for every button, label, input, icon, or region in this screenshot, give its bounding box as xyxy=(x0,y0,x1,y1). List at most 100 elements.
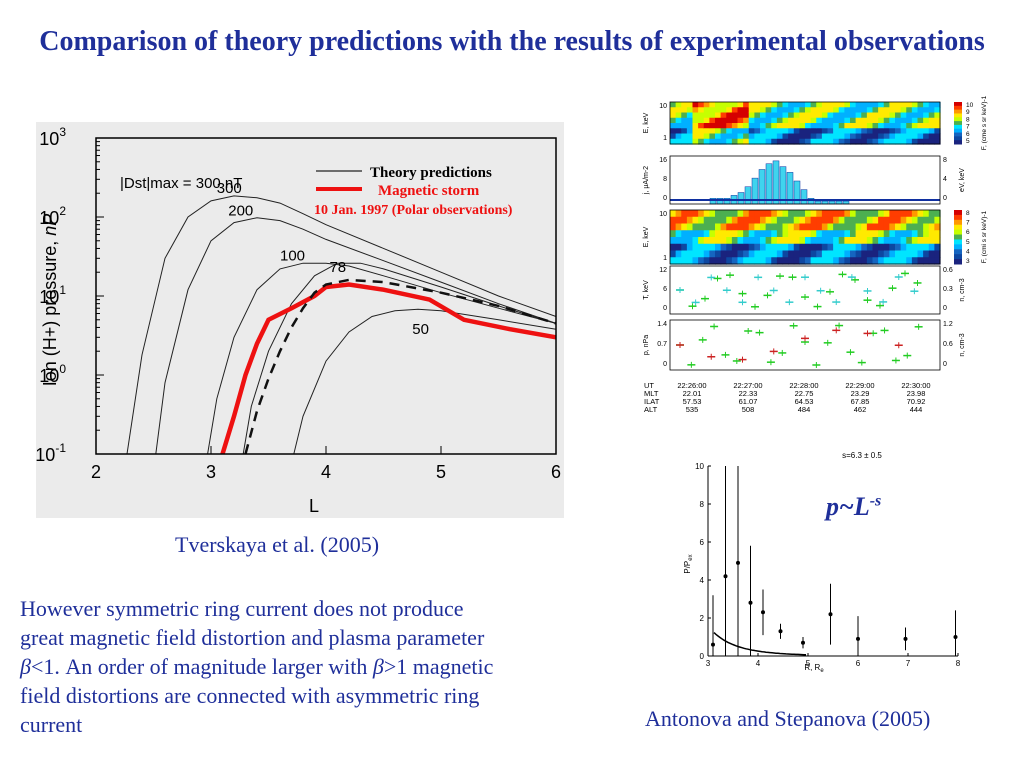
spectrogram-cell xyxy=(844,102,851,108)
spectrogram-cell xyxy=(681,117,688,124)
pressure-fit-svg: s=6.3 ± 0.5 3 4 5 6 7 8 0 2 4 6 8 10 R, Re P/Pex xyxy=(683,451,961,674)
spectrogram-cell xyxy=(883,102,890,108)
orbit-value: 61.07 xyxy=(739,397,758,406)
spectrogram-cell xyxy=(776,250,784,258)
spectrogram-cell xyxy=(855,112,862,119)
spectrogram-cell xyxy=(917,133,924,140)
spectrogram-cell xyxy=(726,250,733,258)
spectrogram-cell xyxy=(703,128,710,135)
spectrogram-cell xyxy=(760,112,767,119)
polar-panel-ytick: 10 xyxy=(659,103,667,110)
spectrogram-cell xyxy=(782,123,789,129)
spectrogram-cell xyxy=(715,138,722,145)
spectrogram-cell xyxy=(788,257,795,265)
spectrogram-cell xyxy=(833,223,840,231)
spectrogram-cell xyxy=(754,210,761,218)
spectrogram-cell xyxy=(771,237,778,245)
spectrogram-cell xyxy=(793,117,800,124)
spectrogram-cell xyxy=(692,243,699,252)
spectrogram-cell xyxy=(703,107,710,114)
polar-panel-rtick: 0 xyxy=(943,361,947,368)
spectrogram-cell xyxy=(861,107,868,114)
spectrogram-cell xyxy=(709,216,716,225)
spectrogram-cell xyxy=(883,133,890,140)
spectrogram-cell xyxy=(692,223,699,231)
spectrogram-cell xyxy=(799,138,806,145)
spectrogram-cell xyxy=(720,243,727,252)
fit-data-point xyxy=(801,640,805,645)
spectrogram-cell xyxy=(866,123,874,129)
spectrogram-cell xyxy=(928,243,935,252)
y-tick-label: 103 xyxy=(39,125,66,149)
spectrogram-cell xyxy=(698,243,705,252)
spectrogram-cell xyxy=(726,123,733,129)
spectrogram-cell xyxy=(805,237,812,245)
spectrogram-cell xyxy=(782,230,789,238)
spectrogram-cell xyxy=(726,210,733,218)
colorbar-top-swatch xyxy=(954,109,962,114)
fit-x-tick-label: 8 xyxy=(956,659,961,668)
colorbar-top-swatch xyxy=(954,128,962,134)
spectrogram-cell xyxy=(838,112,845,119)
spectrogram-cell xyxy=(698,216,705,225)
spectrogram-cell xyxy=(810,138,817,145)
spectrogram-cell xyxy=(855,223,862,231)
spectrogram-cell xyxy=(726,138,733,145)
spectrogram-cell xyxy=(799,128,806,135)
spectrogram-cell xyxy=(923,123,930,129)
orbit-value: 484 xyxy=(798,405,811,414)
spectrogram-cell xyxy=(923,257,930,265)
spectrogram-cell xyxy=(855,216,862,225)
spectrogram-cell xyxy=(833,112,840,119)
current-density-bar xyxy=(772,160,780,205)
spectrogram-cell xyxy=(670,223,677,231)
spectrogram-cell xyxy=(889,216,896,225)
colorbar-top-tick: 6 xyxy=(966,131,970,138)
spectrogram-cell xyxy=(850,237,857,245)
spectrogram-cell xyxy=(861,102,868,108)
spectrogram-cell xyxy=(793,102,800,108)
spectrogram-cell xyxy=(737,210,744,218)
spectrogram-cell xyxy=(776,257,784,265)
spectrogram-cell xyxy=(799,102,806,108)
spectrogram-cell xyxy=(895,133,902,140)
spectrogram-cell xyxy=(737,243,744,252)
polar-panel-ytick: 0 xyxy=(663,195,667,202)
spectrogram-cell xyxy=(743,133,750,140)
polar-panel-ytick: 10 xyxy=(659,211,667,218)
spectrogram-cell xyxy=(805,216,812,225)
spectrogram-cell xyxy=(866,107,874,114)
spectrogram-cell xyxy=(855,237,862,245)
spectrogram-cell xyxy=(720,117,727,124)
spectrogram-cell xyxy=(928,102,935,108)
spectrogram-cell xyxy=(709,128,716,135)
spectrogram-cell xyxy=(681,123,688,129)
spectrogram-cell xyxy=(911,250,919,258)
spectrogram-cell xyxy=(748,117,755,124)
spectrogram-cell xyxy=(883,117,890,124)
spectrogram-cell xyxy=(855,243,862,252)
spectrogram-cell xyxy=(934,133,941,140)
spectrogram-cell xyxy=(692,112,699,119)
spectrogram-cell xyxy=(883,128,890,135)
storm-curve xyxy=(220,282,557,455)
spectrogram-cell xyxy=(900,107,907,114)
spectrogram-cell xyxy=(866,230,874,238)
spectrogram-cell xyxy=(782,223,789,231)
spectrogram-cell xyxy=(776,123,784,129)
spectrogram-cell xyxy=(776,102,784,108)
spectrogram-cell xyxy=(748,250,755,258)
spectrogram-cell xyxy=(895,112,902,119)
spectrogram-cell xyxy=(923,112,930,119)
spectrogram-cell xyxy=(776,210,784,218)
spectrogram-cell xyxy=(850,133,857,140)
fit-data-point xyxy=(736,560,740,565)
spectrogram-cell xyxy=(855,250,862,258)
spectrogram-cell xyxy=(895,138,902,145)
fit-y-tick-label: 0 xyxy=(700,652,705,661)
spectrogram-cell xyxy=(833,250,840,258)
pressure-fit-chart: s=6.3 ± 0.5 3 4 5 6 7 8 0 2 4 6 8 10 R, Re P/Pex xyxy=(682,446,982,676)
spectrogram-cell xyxy=(692,107,699,114)
orbit-value: 22.33 xyxy=(739,389,758,398)
spectrogram-cell xyxy=(833,230,840,238)
